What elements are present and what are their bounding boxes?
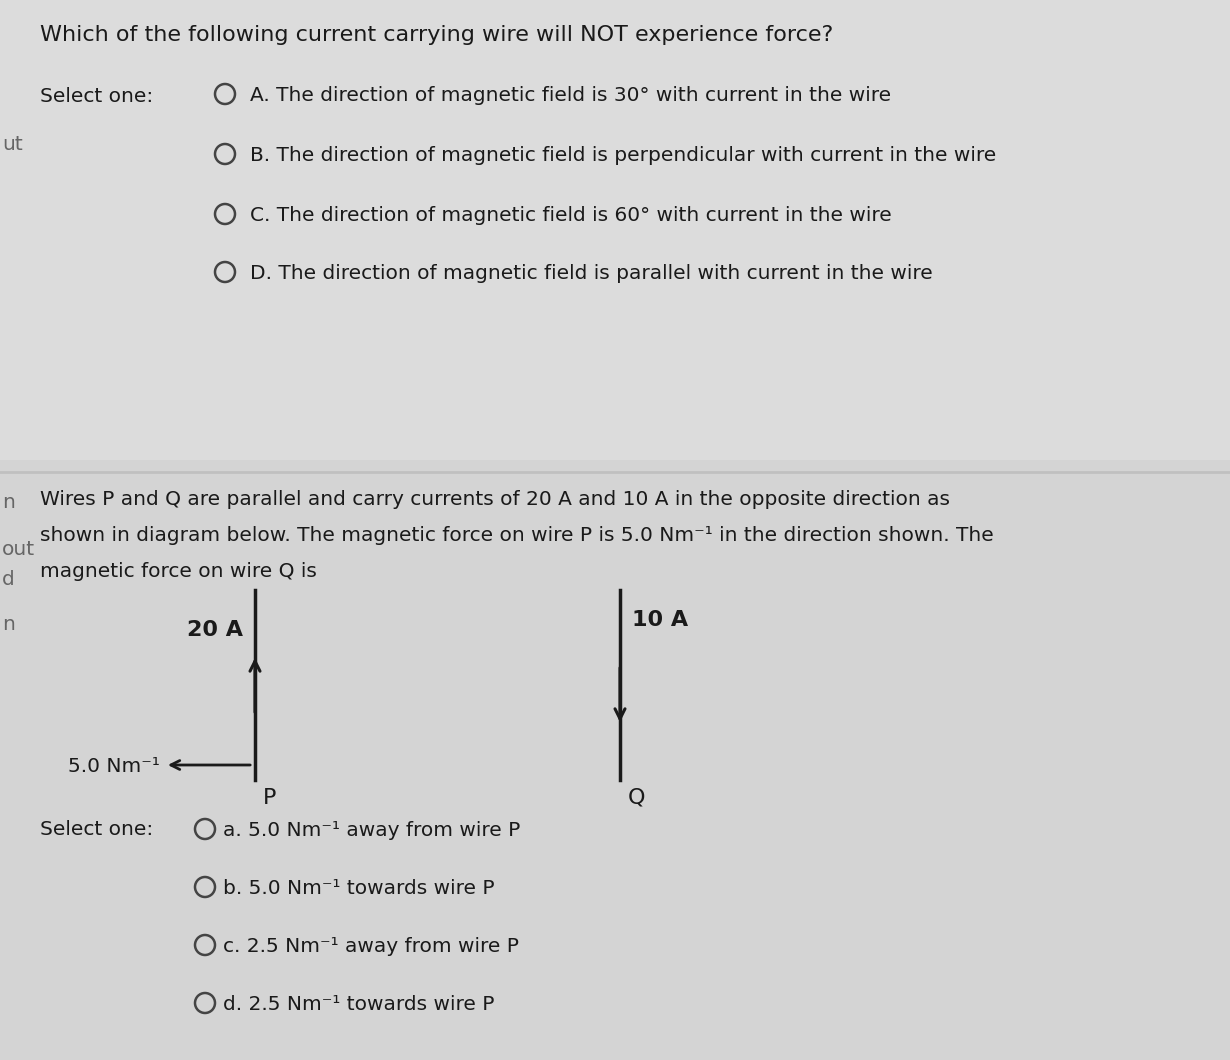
- Text: Wires P and Q are parallel and carry currents of 20 A and 10 A in the opposite d: Wires P and Q are parallel and carry cur…: [41, 490, 950, 509]
- Text: shown in diagram below. The magnetic force on wire P is 5.0 Nm⁻¹ in the directio: shown in diagram below. The magnetic for…: [41, 526, 994, 545]
- Text: Which of the following current carrying wire will NOT experience force?: Which of the following current carrying …: [41, 25, 833, 45]
- Text: Q: Q: [629, 788, 646, 808]
- Text: D. The direction of magnetic field is parallel with current in the wire: D. The direction of magnetic field is pa…: [250, 264, 932, 283]
- Text: 10 A: 10 A: [632, 610, 688, 630]
- Text: C. The direction of magnetic field is 60° with current in the wire: C. The direction of magnetic field is 60…: [250, 206, 892, 225]
- Text: n: n: [2, 615, 15, 634]
- Text: magnetic force on wire Q is: magnetic force on wire Q is: [41, 562, 317, 581]
- Text: d: d: [2, 570, 15, 589]
- Text: Select one:: Select one:: [41, 87, 154, 106]
- Text: Select one:: Select one:: [41, 820, 154, 840]
- Text: P: P: [263, 788, 277, 808]
- Text: d. 2.5 Nm⁻¹ towards wire P: d. 2.5 Nm⁻¹ towards wire P: [223, 995, 494, 1014]
- Bar: [0, 0, 1230, 460]
- Text: 5.0 Nm⁻¹: 5.0 Nm⁻¹: [68, 758, 160, 777]
- Text: a. 5.0 Nm⁻¹ away from wire P: a. 5.0 Nm⁻¹ away from wire P: [223, 822, 520, 840]
- Text: n: n: [2, 493, 15, 512]
- Bar: [0, 472, 1230, 1060]
- Text: B. The direction of magnetic field is perpendicular with current in the wire: B. The direction of magnetic field is pe…: [250, 146, 996, 165]
- Text: A. The direction of magnetic field is 30° with current in the wire: A. The direction of magnetic field is 30…: [250, 86, 891, 105]
- Text: ut: ut: [2, 135, 22, 154]
- Text: out: out: [2, 540, 36, 559]
- Text: 20 A: 20 A: [187, 620, 244, 640]
- Text: c. 2.5 Nm⁻¹ away from wire P: c. 2.5 Nm⁻¹ away from wire P: [223, 937, 519, 956]
- Text: b. 5.0 Nm⁻¹ towards wire P: b. 5.0 Nm⁻¹ towards wire P: [223, 879, 494, 898]
